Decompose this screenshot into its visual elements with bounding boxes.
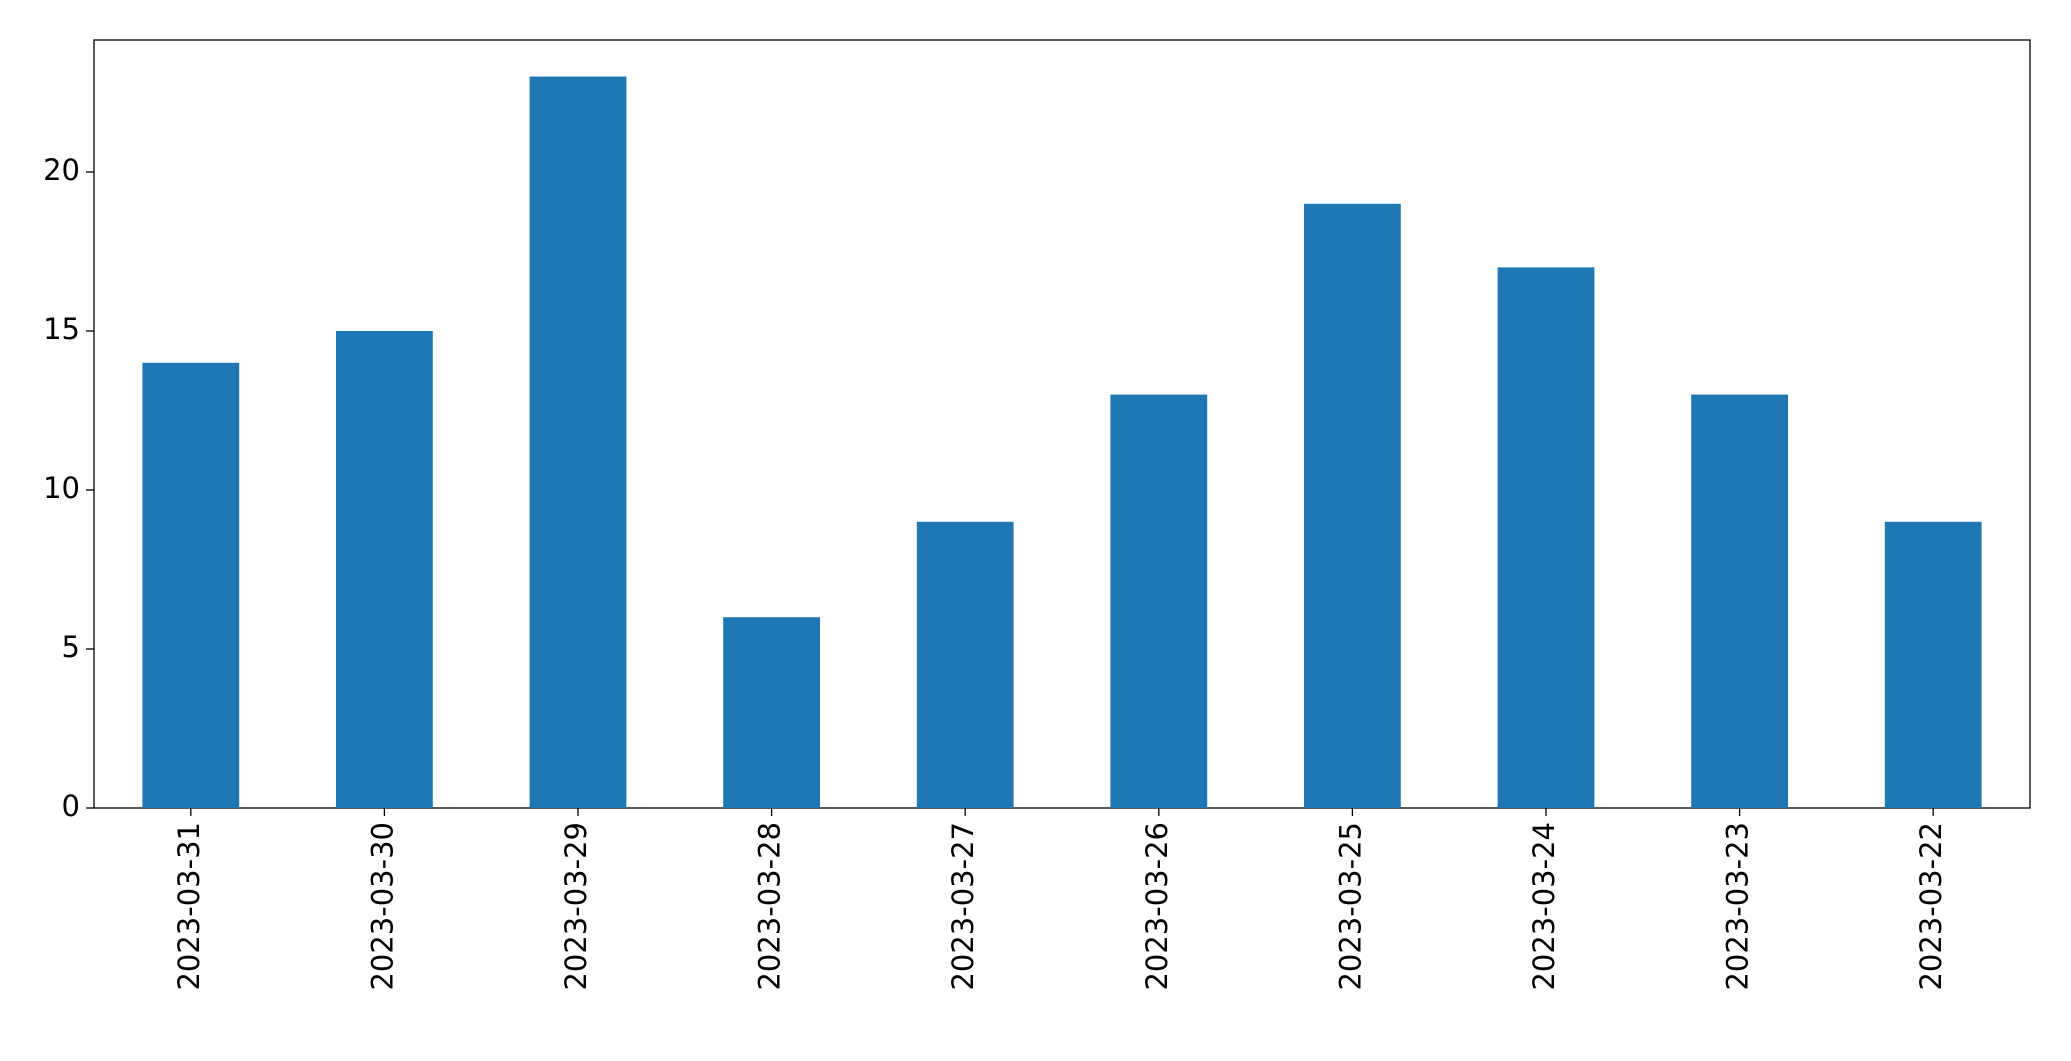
bar bbox=[916, 521, 1014, 808]
x-tick-label: 2023-03-30 bbox=[365, 822, 399, 991]
x-tick-label: 2023-03-26 bbox=[1140, 822, 1174, 991]
x-tick-label: 2023-03-25 bbox=[1333, 822, 1367, 991]
x-tick-label: 2023-03-29 bbox=[559, 822, 593, 991]
y-tick-label: 10 bbox=[43, 471, 80, 505]
bar bbox=[1691, 394, 1788, 808]
x-tick-label: 2023-03-31 bbox=[172, 822, 206, 991]
bar bbox=[142, 362, 240, 808]
y-tick-label: 0 bbox=[62, 789, 80, 823]
y-tick-label: 5 bbox=[62, 630, 80, 664]
x-tick-label: 2023-03-24 bbox=[1527, 822, 1561, 991]
plot-frame bbox=[93, 39, 2031, 809]
bar bbox=[336, 330, 433, 808]
bar bbox=[1110, 394, 1208, 808]
y-tick-label: 20 bbox=[43, 153, 80, 187]
x-tick-label: 2023-03-27 bbox=[946, 822, 980, 991]
bar bbox=[1304, 203, 1401, 809]
bar bbox=[1884, 521, 1982, 808]
x-tick-label: 2023-03-22 bbox=[1914, 822, 1948, 991]
x-tick-label: 2023-03-23 bbox=[1721, 822, 1755, 991]
bar bbox=[723, 617, 820, 808]
bar bbox=[529, 76, 627, 809]
bar bbox=[1497, 267, 1595, 808]
y-tick-label: 15 bbox=[43, 312, 80, 346]
x-tick-label: 2023-03-28 bbox=[753, 822, 787, 991]
